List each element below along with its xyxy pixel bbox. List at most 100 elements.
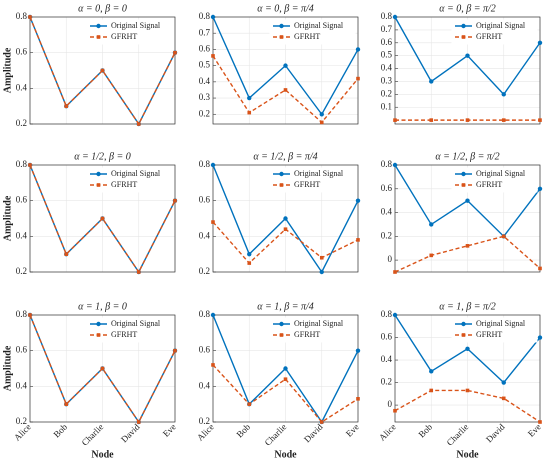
legend-marker: [461, 183, 466, 187]
marker: [429, 118, 434, 122]
marker: [392, 312, 398, 318]
legend-box: [86, 19, 173, 45]
x-tick-label: Charlie: [263, 422, 289, 448]
subplot-title: α = 1/2, β = 0: [74, 151, 131, 162]
marker: [319, 112, 324, 117]
subplot-title: α = 0, β = π/2: [439, 3, 496, 14]
subplot: 0.2 0.3 0.4 0.5 0.6 0.7 0.8 α = 0, β = π/4 Origi…: [199, 3, 361, 125]
legend-label: Original Signal: [294, 21, 344, 30]
marker: [283, 377, 288, 381]
subplot-title: α = 0, β = π/4: [257, 3, 314, 14]
subplot-title: α = 1/2, β = π/4: [253, 151, 317, 162]
axes-box: [394, 314, 541, 423]
marker: [429, 253, 434, 258]
legend-label: GFRHT: [111, 330, 137, 339]
subplot: 0 0.2 0.4 0.6 0.8 α = 1/2, β = π/2 Original Si…: [381, 151, 543, 274]
y-tick-label: 0.5: [199, 60, 211, 70]
y-tick-label: 0.3: [381, 76, 393, 86]
y-tick-label: 0.7: [381, 24, 393, 34]
marker: [64, 252, 69, 256]
legend-marker: [279, 23, 284, 29]
y-axis-label: Amplitude: [2, 345, 13, 391]
y-tick-label: 0.4: [16, 82, 28, 92]
marker: [465, 388, 470, 393]
x-tick-label: Bob: [51, 421, 69, 439]
subplot-title: α = 1/2, β = π/2: [435, 151, 499, 162]
legend-marker: [279, 183, 284, 187]
marker: [537, 186, 543, 191]
y-tick-label: 0.8: [381, 159, 393, 169]
subplot: 0.2 0.4 0.6 0.8 α = 1/2, β = π/4 Original Sig…: [199, 151, 361, 276]
marker: [465, 118, 470, 122]
marker: [465, 346, 470, 351]
marker: [247, 261, 252, 265]
marker: [100, 68, 105, 73]
subplot-title: α = 1, β = π/4: [257, 301, 314, 312]
y-tick-label: 0.8: [16, 11, 28, 21]
legend-box: [451, 317, 538, 343]
marker: [173, 50, 177, 55]
marker: [392, 162, 398, 168]
legend-box: [269, 317, 356, 343]
marker: [355, 348, 361, 353]
marker: [356, 76, 360, 81]
marker: [283, 227, 288, 231]
marker: [247, 251, 252, 257]
y-tick-label: 0.2: [199, 416, 210, 426]
legend-marker: [96, 321, 101, 327]
y-tick-label: 0.4: [381, 63, 393, 73]
marker: [465, 244, 470, 248]
y-tick-label: 0.6: [16, 195, 28, 205]
legend-label: GFRHT: [111, 180, 137, 189]
x-tick-label: Eve: [526, 422, 543, 439]
legend-label: GFRHT: [476, 32, 502, 41]
marker: [501, 118, 506, 122]
legend-label: GFRHT: [294, 32, 320, 41]
legend-marker: [279, 35, 284, 39]
legend-marker: [96, 333, 101, 337]
y-tick-label: 0.7: [199, 27, 211, 37]
marker: [210, 162, 216, 168]
y-tick-label: 0.6: [16, 345, 28, 355]
marker: [211, 363, 215, 367]
marker: [537, 40, 543, 45]
marker: [319, 255, 324, 260]
legend-marker: [461, 35, 466, 39]
subplot: 0.2 0.4 0.6 0.8 α = 0, β = 0 Amplitude Origina…: [2, 3, 178, 128]
legend-marker: [96, 23, 101, 29]
marker: [465, 53, 470, 58]
marker: [355, 198, 361, 203]
x-axis-label: Node: [456, 449, 479, 460]
y-axis-label: Amplitude: [2, 195, 13, 241]
legend-marker: [279, 333, 284, 337]
y-tick-label: 0.4: [16, 380, 28, 390]
legend-label: GFRHT: [476, 330, 502, 339]
subplot: 0.1 0.2 0.3 0.4 0.5 0.6 0.7 0.8 α = 0, β = π/2 Or…: [381, 3, 543, 125]
y-tick-label: 0.2: [381, 377, 392, 387]
line: [212, 364, 359, 423]
marker: [283, 88, 288, 92]
marker: [210, 312, 216, 318]
axes-box: [212, 16, 359, 125]
marker: [356, 397, 360, 401]
x-tick-label: David: [484, 421, 507, 444]
y-tick-label: 0.4: [199, 230, 211, 240]
marker: [247, 110, 252, 115]
marker: [319, 120, 324, 125]
y-tick-label: 0.2: [381, 88, 392, 98]
x-tick-label: David: [119, 421, 142, 444]
marker: [64, 104, 69, 108]
marker: [173, 348, 177, 353]
marker: [355, 47, 361, 52]
y-tick-label: 0.8: [381, 309, 393, 319]
x-axis-label: Node: [91, 449, 114, 460]
marker: [136, 122, 141, 126]
marker: [356, 238, 360, 242]
marker: [393, 270, 397, 274]
y-tick-label: 0.2: [16, 416, 27, 426]
y-tick-label: 0.5: [381, 50, 393, 60]
legend-label: Original Signal: [476, 319, 526, 328]
